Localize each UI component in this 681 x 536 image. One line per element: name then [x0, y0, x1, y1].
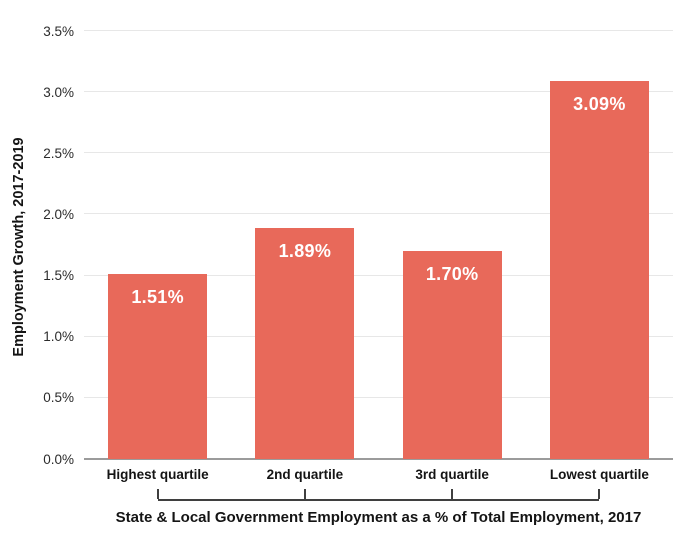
gridline	[84, 274, 673, 276]
gridline	[84, 335, 673, 337]
y-tick-label: 0.0%	[43, 451, 74, 467]
bracket-tick	[303, 489, 306, 499]
x-axis-line	[84, 458, 673, 460]
bracket-tick	[451, 489, 454, 499]
bracket-tick	[598, 489, 601, 499]
y-tick-label: 2.5%	[43, 145, 74, 161]
gridline	[84, 213, 673, 215]
x-axis-bracket	[156, 489, 601, 501]
gridline	[84, 30, 673, 31]
y-tick-label: 3.5%	[43, 23, 74, 39]
bar-value-label: 1.89%	[278, 240, 332, 261]
y-axis-title: Employment Growth, 2017-2019	[11, 137, 27, 357]
y-tick-label: 3.0%	[43, 84, 74, 100]
plot-area: 0.0% 0.5% 1.0% 1.5% 2.0% 2.5% 3.0% 3.5% 1.51% Hig…	[43, 24, 673, 501]
bar-value-label: 1.70%	[425, 264, 479, 285]
x-tick-label: Highest quartile	[106, 467, 209, 482]
y-tick-label: 1.0%	[43, 328, 74, 344]
bar-lowest-quartile: 3.09%	[549, 81, 649, 459]
bar-value-label: 3.09%	[573, 94, 626, 115]
x-tick-label: 3rd quartile	[415, 467, 489, 482]
bracket-tick	[156, 489, 159, 499]
bar-highest-quartile: 1.51%	[108, 274, 208, 459]
y-tick-label: 0.5%	[43, 390, 74, 406]
y-tick-label: 1.5%	[43, 267, 74, 283]
gridline	[84, 396, 673, 398]
x-tick-label: 2nd quartile	[266, 467, 344, 482]
x-axis-title: State & Local Government Employment as a…	[115, 509, 642, 526]
gridline	[84, 152, 673, 154]
bar-2nd-quartile: 1.89%	[255, 227, 355, 459]
gridline	[84, 91, 673, 93]
bar-3rd-quartile: 1.70%	[402, 251, 502, 459]
x-tick-label: Lowest quartile	[549, 467, 649, 482]
bar-value-label: 1.51%	[131, 287, 184, 308]
y-tick-label: 2.0%	[43, 206, 74, 222]
